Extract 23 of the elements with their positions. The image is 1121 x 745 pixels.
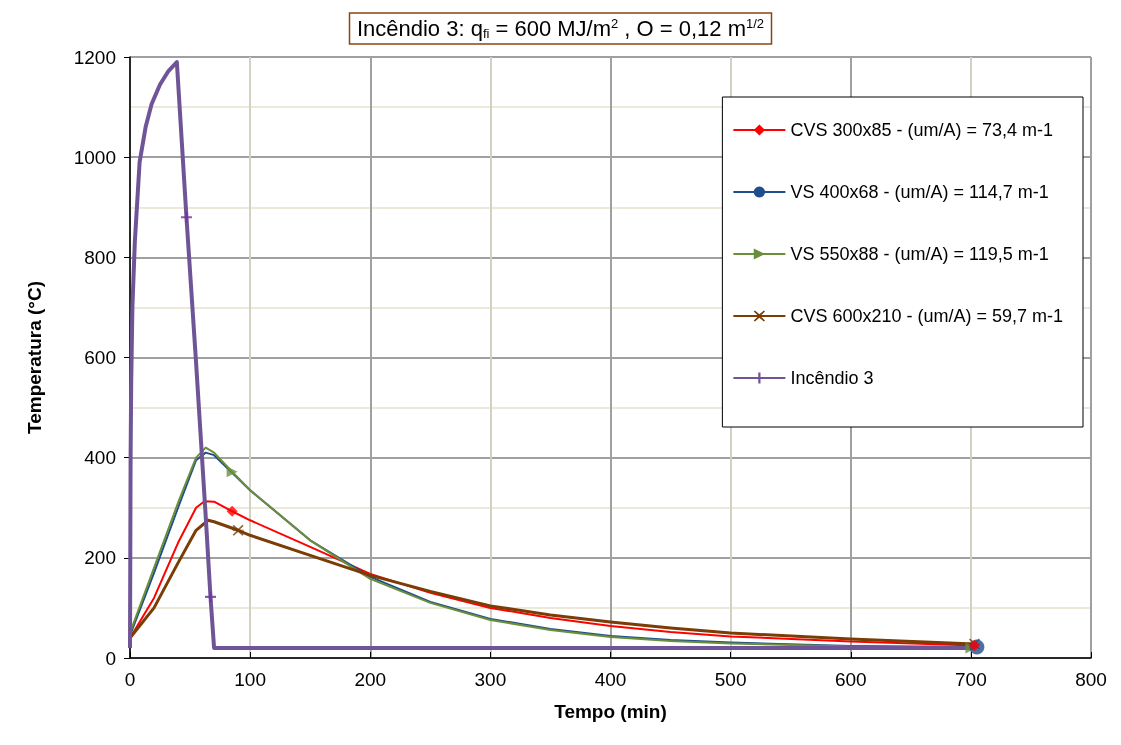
legend-label: CVS 600x210 - (um/A) = 59,7 m-1 xyxy=(790,306,1064,326)
y-tick-label: 1200 xyxy=(73,46,116,68)
x-tick-label: 200 xyxy=(354,669,387,690)
y-axis-title: Temperatura (°C) xyxy=(24,281,45,434)
x-tick-label: 300 xyxy=(474,669,507,690)
y-tick-label: 1000 xyxy=(73,146,116,168)
x-tick-label: 400 xyxy=(594,669,627,690)
x-tick-label: 500 xyxy=(714,669,747,690)
legend-label: CVS 300x85 - (um/A) = 73,4 m-1 xyxy=(790,120,1053,140)
x-axis-title: Tempo (min) xyxy=(554,701,667,722)
y-tick-label: 800 xyxy=(84,246,116,268)
x-tick-label: 800 xyxy=(1075,669,1107,690)
x-tick-label: 600 xyxy=(834,669,867,690)
y-tick-label: 0 xyxy=(105,647,116,669)
y-tick-label: 200 xyxy=(84,547,116,569)
legend-label: VS 400x68 - (um/A) = 114,7 m-1 xyxy=(790,182,1049,202)
legend-label: Incêndio 3 xyxy=(790,368,874,388)
legend-label: VS 550x88 - (um/A) = 119,5 m-1 xyxy=(790,244,1049,264)
x-tick-label: 0 xyxy=(124,669,136,690)
y-tick-label: 400 xyxy=(84,447,116,469)
x-tick-label: 100 xyxy=(234,669,266,690)
y-tick-label: 600 xyxy=(84,347,116,368)
x-tick-label: 700 xyxy=(955,669,987,690)
